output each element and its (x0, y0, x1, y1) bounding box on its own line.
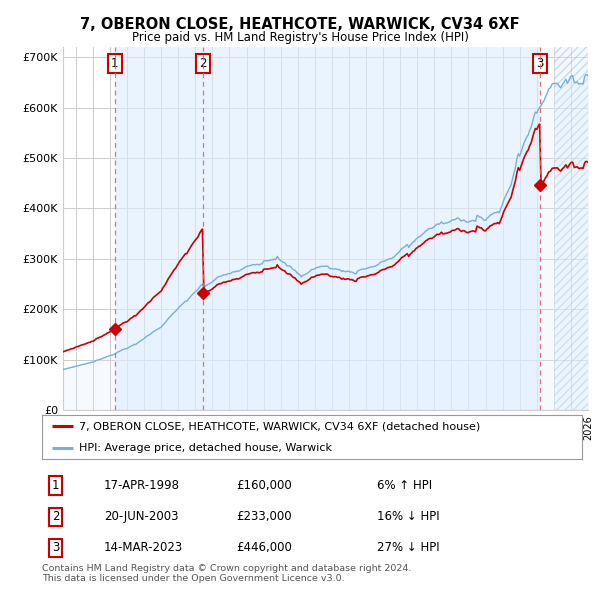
Text: 3: 3 (536, 57, 544, 70)
Text: Price paid vs. HM Land Registry's House Price Index (HPI): Price paid vs. HM Land Registry's House … (131, 31, 469, 44)
Text: £446,000: £446,000 (236, 542, 292, 555)
Bar (203, 47, 540, 410)
Text: 7, OBERON CLOSE, HEATHCOTE, WARWICK, CV34 6XF (detached house): 7, OBERON CLOSE, HEATHCOTE, WARWICK, CV3… (79, 421, 480, 431)
Bar (554, 47, 588, 410)
Bar (554, 47, 588, 410)
Text: 3: 3 (52, 542, 59, 555)
Text: 2: 2 (200, 57, 207, 70)
Text: 2: 2 (52, 510, 59, 523)
Text: £160,000: £160,000 (236, 479, 292, 492)
Text: 7, OBERON CLOSE, HEATHCOTE, WARWICK, CV34 6XF: 7, OBERON CLOSE, HEATHCOTE, WARWICK, CV3… (80, 17, 520, 32)
Text: 20-JUN-2003: 20-JUN-2003 (104, 510, 179, 523)
Text: Contains HM Land Registry data © Crown copyright and database right 2024.
This d: Contains HM Land Registry data © Crown c… (42, 563, 412, 583)
Text: £233,000: £233,000 (236, 510, 292, 523)
Text: 16% ↓ HPI: 16% ↓ HPI (377, 510, 439, 523)
Text: 1: 1 (52, 479, 59, 492)
Text: 17-APR-1998: 17-APR-1998 (104, 479, 180, 492)
Text: 1: 1 (111, 57, 119, 70)
Text: 27% ↓ HPI: 27% ↓ HPI (377, 542, 439, 555)
Text: HPI: Average price, detached house, Warwick: HPI: Average price, detached house, Warw… (79, 442, 332, 453)
Text: 14-MAR-2023: 14-MAR-2023 (104, 542, 184, 555)
Bar (115, 47, 203, 410)
Text: 6% ↑ HPI: 6% ↑ HPI (377, 479, 432, 492)
